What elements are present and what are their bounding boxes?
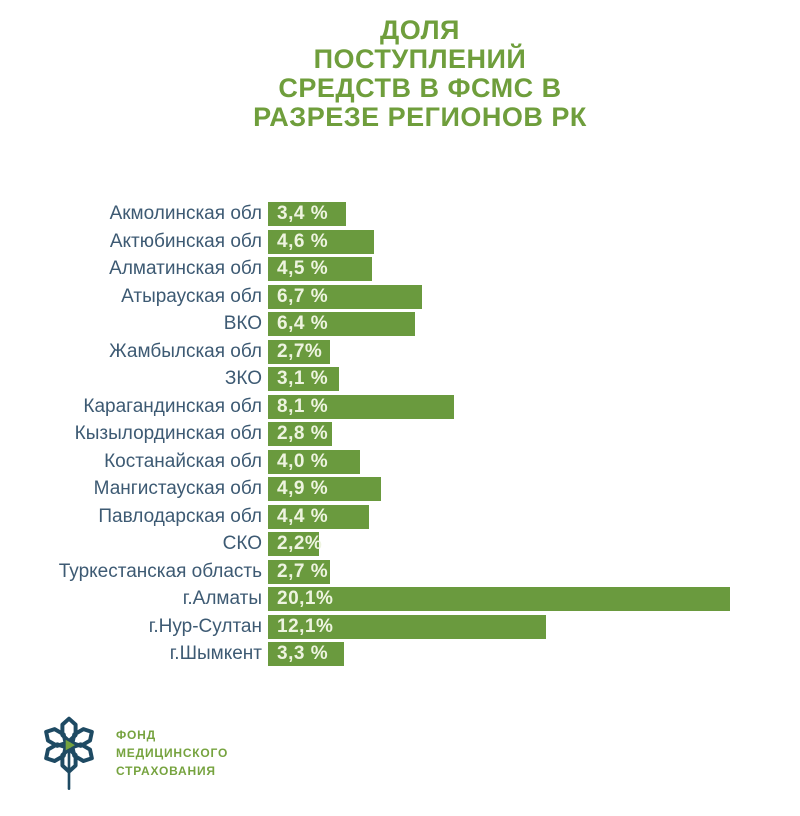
chart-row: Жамбылская обл 2,7% — [40, 339, 800, 364]
bar: 3,1 % — [268, 367, 340, 391]
bar: 8,1 % — [268, 394, 455, 419]
bar: 2,7% — [268, 339, 331, 364]
chart-row: Туркестанская область 2,7 % — [40, 559, 800, 584]
infographic-page: ДОЛЯ ПОСТУПЛЕНИЙ СРЕДСТВ В ФСМС В РАЗРЕЗ… — [0, 16, 800, 816]
bar: 4,6 % — [268, 229, 374, 254]
bar: 4,4 % — [268, 504, 370, 529]
logo: ФОНД МЕДИЦИНСКОГО СТРАХОВАНИЯ — [36, 712, 228, 794]
chart-row: Алматинская обл 4,5 % — [40, 257, 800, 281]
category-label: Кызылординская обл — [74, 423, 262, 444]
bar: 2,2% — [268, 532, 323, 556]
value-label: 3,3 % — [277, 643, 329, 664]
category-label: Жамбылская обл — [109, 340, 262, 362]
chart-title-line: СРЕДСТВ В ФСМС В — [278, 73, 562, 103]
bar: 2,8 % — [268, 422, 333, 446]
category-label: Атырауская обл — [121, 285, 262, 307]
chart-row: г.Алматы 20,1% — [40, 587, 800, 611]
bar: 4,5 % — [268, 257, 372, 281]
bar: 3,3 % — [268, 642, 344, 666]
bar: 2,7 % — [268, 559, 331, 584]
category-label: ЗКО — [224, 368, 262, 389]
value-label: 20,1% — [277, 588, 334, 609]
category-label: Костанайская обл — [104, 450, 262, 472]
value-label: 4,0 % — [277, 450, 329, 472]
category-label: ВКО — [223, 313, 262, 334]
chart-row: г.Шымкент 3,3 % — [40, 642, 800, 666]
chart-title: ДОЛЯ ПОСТУПЛЕНИЙ СРЕДСТВ В ФСМС В РАЗРЕЗ… — [20, 16, 800, 132]
bar: 4,9 % — [268, 477, 381, 501]
value-label: 2,7% — [277, 340, 323, 362]
bar: 6,7 % — [268, 284, 423, 309]
fsms-flower-icon — [44, 716, 94, 790]
logo-text-line: СТРАХОВАНИЯ — [116, 764, 216, 778]
bar: 20,1% — [268, 587, 731, 611]
category-label: Павлодарская обл — [98, 505, 262, 527]
value-label: 4,6 % — [277, 230, 329, 252]
value-label: 4,5 % — [277, 258, 329, 279]
chart-row: Кызылординская обл 2,8 % — [40, 422, 800, 446]
category-label: Туркестанская область — [58, 560, 262, 582]
chart-row: СКО 2,2% — [40, 532, 800, 556]
value-label: 6,4 % — [277, 313, 329, 334]
value-label: 2,2% — [277, 533, 323, 554]
value-label: 6,7 % — [277, 285, 329, 307]
logo-text-line: ФОНД — [116, 728, 156, 742]
chart-row: Костанайская обл 4,0 % — [40, 449, 800, 474]
bar: 12,1% — [268, 614, 547, 639]
value-label: 2,8 % — [277, 423, 329, 444]
chart-title-line: ПОСТУПЛЕНИЙ — [313, 44, 527, 74]
chart-row: Актюбинская обл 4,6 % — [40, 229, 800, 254]
category-label: Алматинская обл — [109, 258, 262, 279]
category-label: г.Алматы — [182, 588, 262, 609]
bar: 4,0 % — [268, 449, 360, 474]
chart-row: ЗКО 3,1 % — [40, 367, 800, 391]
chart-row: Атырауская обл 6,7 % — [40, 284, 800, 309]
value-label: 4,9 % — [277, 478, 329, 499]
value-label: 12,1% — [277, 615, 334, 637]
chart-title-line: ДОЛЯ — [380, 15, 460, 45]
logo-text-line: МЕДИЦИНСКОГО — [116, 746, 229, 760]
category-label: г.Нур-Султан — [148, 615, 262, 637]
value-label: 8,1 % — [277, 395, 329, 417]
category-label: г.Шымкент — [169, 643, 262, 664]
chart-row: Мангистауская обл 4,9 % — [40, 477, 800, 501]
value-label: 3,4 % — [277, 203, 329, 224]
bar-chart: Акмолинская обл 3,4 % Актюбинская обл 4,6 %… — [0, 202, 800, 666]
category-label: Актюбинская обл — [109, 230, 262, 252]
category-label: Карагандинская обл — [83, 395, 262, 417]
chart-row: Карагандинская обл 8,1 % — [40, 394, 800, 419]
logo-text: ФОНД МЕДИЦИНСКОГО СТРАХОВАНИЯ — [116, 726, 228, 780]
bar: 6,4 % — [268, 312, 416, 336]
category-label: Мангистауская обл — [93, 478, 262, 499]
chart-title-line: РАЗРЕЗЕ РЕГИОНОВ РК — [253, 102, 587, 132]
chart-row: г.Нур-Султан 12,1% — [40, 614, 800, 639]
chart-row: Павлодарская обл 4,4 % — [40, 504, 800, 529]
chart-row: Акмолинская обл 3,4 % — [40, 202, 800, 226]
category-label: Акмолинская обл — [109, 203, 262, 224]
value-label: 3,1 % — [277, 368, 329, 389]
value-label: 2,7 % — [277, 560, 329, 582]
chart-row: ВКО 6,4 % — [40, 312, 800, 336]
bar: 3,4 % — [268, 202, 347, 226]
category-label: СКО — [222, 533, 262, 554]
value-label: 4,4 % — [277, 505, 329, 527]
